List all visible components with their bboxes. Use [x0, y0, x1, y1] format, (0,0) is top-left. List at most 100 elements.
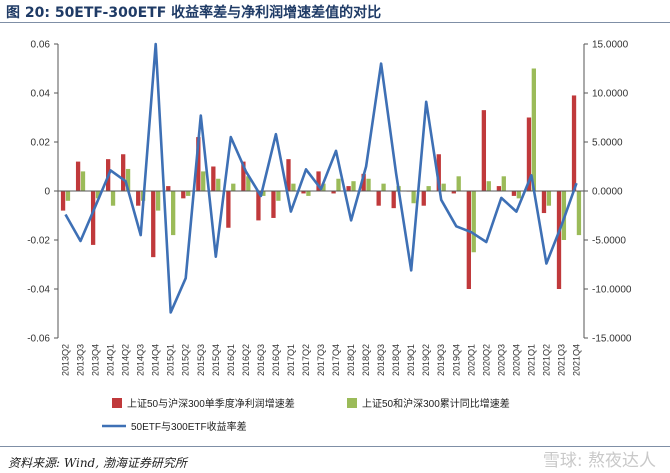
legend-label-return: 50ETF与300ETF收益率差 — [131, 420, 247, 433]
bar-quarterly-profit-diff — [226, 191, 231, 228]
bar-quarterly-profit-diff — [526, 117, 532, 191]
bar-quarterly-profit-diff — [376, 191, 381, 206]
bar-quarterly-profit-diff — [556, 191, 562, 289]
y-left-tick-label: 0.04 — [31, 89, 51, 100]
bar-quarterly-profit-diff — [60, 191, 66, 211]
x-tick-label: 2014Q4 — [151, 344, 161, 376]
x-tick-label: 2021Q1 — [526, 344, 536, 376]
bar-cumulative-growth-diff — [276, 191, 281, 201]
x-tick-label: 2018Q2 — [361, 344, 371, 376]
legend-swatch-quarterly — [112, 398, 122, 408]
chart: 0.06 0.04 0.02 0 -0.02 -0.04 -0.06 15.0000 10.0… — [27, 40, 632, 434]
x-tick-label: 2014Q1 — [106, 344, 116, 376]
x-tick-label: 2018Q4 — [391, 344, 401, 376]
x-tick-label: 2019Q3 — [436, 344, 446, 376]
bar-quarterly-profit-diff — [481, 110, 487, 191]
x-tick-label: 2019Q4 — [451, 344, 461, 376]
bar-cumulative-growth-diff — [125, 168, 131, 191]
bar-quarterly-profit-diff — [196, 137, 201, 191]
bar-quarterly-profit-diff — [211, 166, 216, 191]
y-left-tick-label: -0.06 — [27, 334, 50, 345]
bar-quarterly-profit-diff — [301, 191, 306, 194]
y-left-tick-label: 0.06 — [31, 40, 51, 51]
x-tick-label: 2017Q1 — [286, 344, 296, 376]
bar-cumulative-growth-diff — [516, 191, 521, 199]
bar-quarterly-profit-diff — [436, 154, 441, 191]
x-tick-label: 2016Q4 — [271, 344, 281, 376]
y-right-tick-label: -5.0000 — [592, 236, 626, 247]
x-tick-label: 2021Q3 — [557, 344, 567, 376]
bar-quarterly-profit-diff — [451, 191, 456, 194]
bar-quarterly-profit-diff — [181, 191, 186, 199]
x-tick-label: 2015Q1 — [166, 344, 176, 376]
y-left-tick-label: -0.02 — [27, 236, 50, 247]
bar-quarterly-profit-diff — [346, 186, 351, 191]
bar-cumulative-growth-diff — [291, 183, 296, 191]
bar-cumulative-growth-diff — [231, 183, 236, 191]
bar-quarterly-profit-diff — [421, 191, 426, 206]
bar-cumulative-growth-diff — [216, 178, 221, 191]
x-tick-label: 2018Q3 — [376, 344, 386, 376]
legend-label-quarterly: 上证50与沪深300单季度净利润增速差 — [127, 397, 295, 410]
source-note: 资料来源: Wind, 渤海证券研究所 — [8, 456, 187, 470]
x-tick-label: 2013Q2 — [61, 344, 71, 376]
x-tick-label: 2020Q4 — [511, 344, 521, 376]
y-left-tick-label: 0 — [44, 187, 50, 198]
bar-cumulative-growth-diff — [201, 171, 206, 191]
legend-label-cumulative: 上证50和沪深300累计同比增速差 — [362, 397, 510, 410]
watermark: 雪球: 熬夜达人 — [542, 451, 656, 471]
bar-cumulative-growth-diff — [366, 178, 371, 191]
x-tick-label: 2014Q3 — [136, 344, 146, 376]
x-tick-label: 2013Q4 — [91, 344, 101, 376]
bar-quarterly-profit-diff — [166, 186, 171, 191]
bar-quarterly-profit-diff — [466, 191, 471, 289]
y-right-tick-label: 10.0000 — [592, 89, 629, 100]
bar-cumulative-growth-diff — [501, 176, 506, 191]
x-tick-label: 2016Q3 — [256, 344, 266, 376]
bar-quarterly-profit-diff — [151, 191, 156, 258]
bar-quarterly-profit-diff — [136, 191, 141, 206]
bar-cumulative-growth-diff — [261, 191, 266, 196]
bar-cumulative-growth-diff — [171, 191, 176, 236]
x-tick-label: 2017Q2 — [301, 344, 311, 376]
bar-cumulative-growth-diff — [186, 191, 191, 196]
bar-cumulative-growth-diff — [321, 183, 326, 191]
bar-cumulative-growth-diff — [486, 181, 491, 191]
x-tick-label: 2020Q1 — [466, 344, 476, 376]
x-tick-label: 2015Q3 — [196, 344, 206, 376]
bar-cumulative-growth-diff — [306, 191, 311, 196]
bar-quarterly-profit-diff — [241, 161, 246, 191]
bar-quarterly-profit-diff — [286, 159, 291, 191]
x-tick-label: 2017Q4 — [331, 344, 341, 376]
bar-cumulative-growth-diff — [576, 191, 582, 236]
bar-cumulative-growth-diff — [411, 191, 416, 204]
x-tick-label: 2013Q3 — [76, 344, 86, 376]
figure-title: 图 20: 50ETF-300ETF 收益率差与净利润增速差值的对比 — [6, 5, 382, 21]
bar-quarterly-profit-diff — [391, 191, 396, 209]
bar-cumulative-growth-diff — [246, 176, 251, 191]
bar-quarterly-profit-diff — [331, 191, 336, 194]
bar-quarterly-profit-diff — [541, 191, 547, 214]
source-divider — [0, 446, 670, 447]
bar-cumulative-growth-diff — [531, 68, 536, 191]
line-etf-return-diff — [64, 42, 578, 314]
bar-quarterly-profit-diff — [121, 154, 126, 191]
bar-quarterly-profit-diff — [256, 191, 261, 221]
bar-cumulative-growth-diff — [65, 191, 71, 201]
y-right-tick-label: -10.0000 — [592, 285, 632, 296]
x-tick-label: 2021Q2 — [541, 344, 551, 376]
bar-cumulative-growth-diff — [95, 191, 101, 199]
x-tick-label: 2020Q2 — [481, 344, 491, 376]
bar-cumulative-growth-diff — [471, 191, 476, 253]
bar-quarterly-profit-diff — [75, 161, 81, 191]
y-right-tick-label: 15.0000 — [592, 40, 629, 51]
x-tick-label: 2019Q2 — [421, 344, 431, 376]
bar-cumulative-growth-diff — [336, 178, 341, 191]
bar-quarterly-profit-diff — [571, 95, 577, 191]
x-tick-label: 2015Q2 — [181, 344, 191, 376]
bar-cumulative-growth-diff — [441, 183, 446, 191]
bar-cumulative-growth-diff — [80, 171, 86, 191]
bar-cumulative-growth-diff — [351, 181, 356, 191]
bar-cumulative-growth-diff — [426, 186, 431, 191]
